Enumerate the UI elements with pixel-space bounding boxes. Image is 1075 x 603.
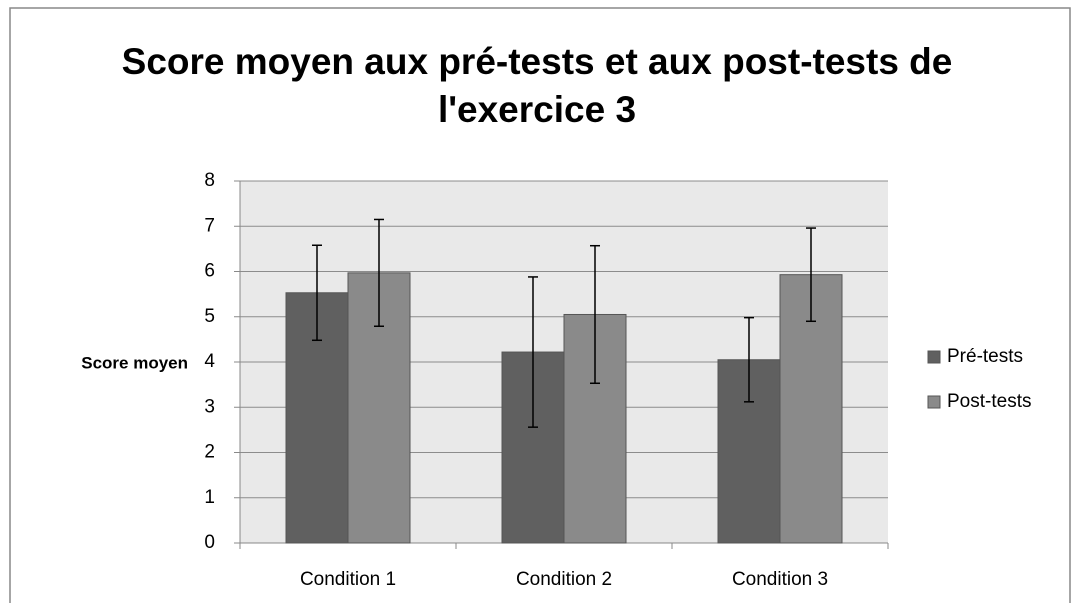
y-tick-label: 7 (204, 215, 215, 236)
y-tick-label: 1 (204, 487, 215, 508)
y-tick-label: 4 (204, 351, 215, 372)
error-bar (806, 227, 816, 323)
legend-swatch (927, 350, 941, 364)
x-tick-label: Condition 1 (300, 569, 396, 590)
y-axis-label: Score moyen (81, 353, 188, 372)
error-bar (590, 244, 600, 385)
error-bar (744, 316, 754, 403)
y-tick-label: 2 (204, 442, 215, 463)
error-bar (528, 276, 538, 428)
error-bar (312, 244, 322, 342)
y-tick-label: 0 (204, 532, 215, 553)
y-tick-label: 8 (204, 170, 215, 191)
x-tick-label: Condition 2 (516, 569, 612, 590)
chart-title: Score moyen aux pré-tests et aux post-te… (121, 41, 953, 130)
y-tick-label: 3 (204, 396, 215, 417)
legend-swatch (927, 395, 941, 409)
legend-label: Pré-tests (947, 346, 1023, 367)
y-tick-label: 5 (204, 306, 215, 327)
legend-label: Post-tests (947, 391, 1031, 412)
chart-border (9, 7, 1071, 603)
error-bar (374, 218, 384, 328)
y-tick-label: 6 (204, 261, 215, 282)
x-tick-label: Condition 3 (732, 569, 828, 590)
